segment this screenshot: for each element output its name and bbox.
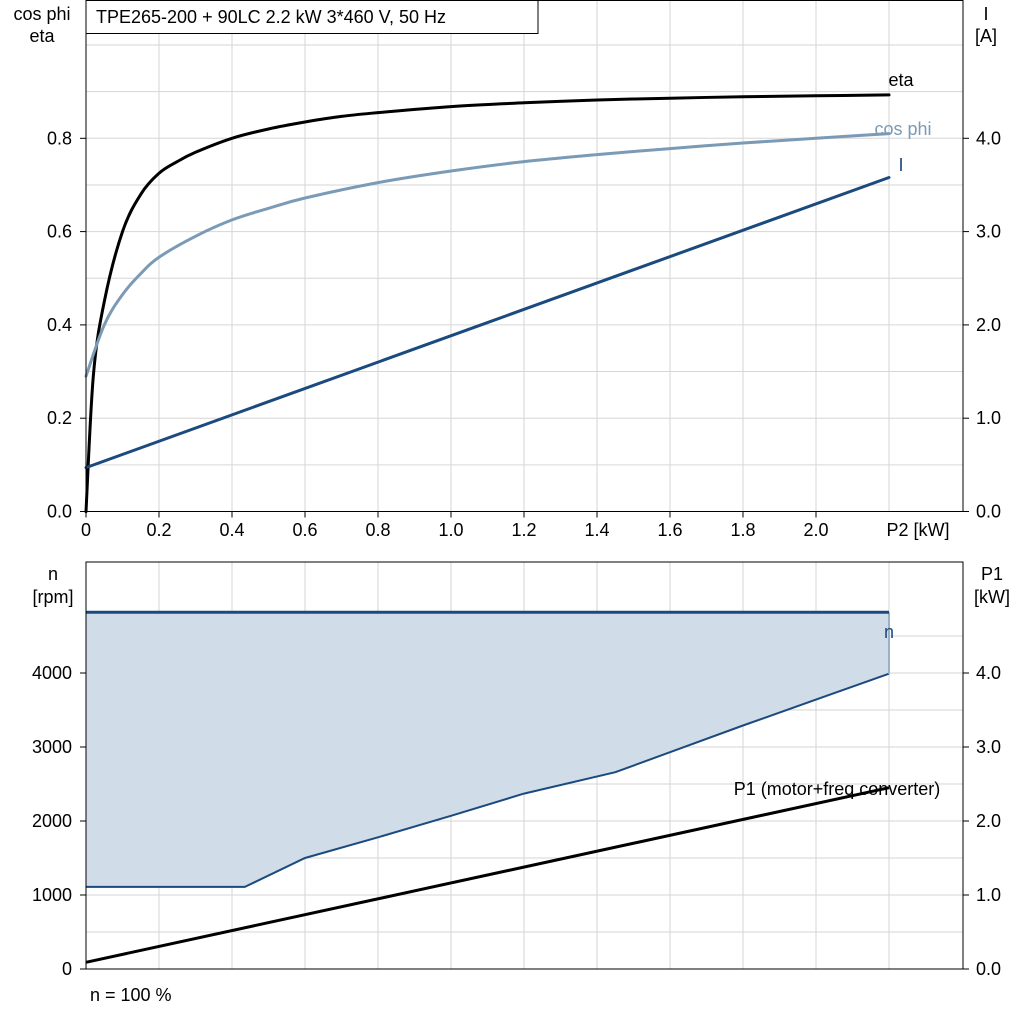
bottom-right-tick-label: 4.0 [976, 663, 1001, 683]
chart-title-box [85, 0, 539, 34]
bottom-left-tick-label: 2000 [32, 811, 72, 831]
top-left-axis-label-line1: cos phi [13, 4, 70, 24]
bottom-left-axis-label-line2: [rpm] [32, 587, 73, 607]
top-left-tick-label: 0.4 [47, 315, 72, 335]
x-tick-label: 2.0 [803, 520, 828, 540]
x-tick-label: 0.8 [365, 520, 390, 540]
series-label-cos-phi: cos phi [874, 119, 931, 139]
top-chart-series [84, 93, 891, 513]
speed-footnote: n = 100 % [90, 985, 172, 1005]
bottom-chart-series [85, 610, 890, 964]
top-right-axis-label-line1: I [983, 4, 988, 24]
bottom-chart-ticks: 0 1000 2000 3000 4000 0.0 1.0 2.0 3.0 4.0 [32, 663, 1001, 979]
series-label-eta: eta [888, 70, 914, 90]
x-tick-label: 0.6 [292, 520, 317, 540]
bottom-right-axis-label-line2: [kW] [974, 587, 1010, 607]
top-left-tick-label: 0.6 [47, 222, 72, 242]
bottom-left-axis-label-line1: n [48, 564, 58, 584]
bottom-right-tick-label: 0.0 [976, 959, 1001, 979]
series-line-i [84, 176, 891, 470]
x-tick-label: 1.6 [657, 520, 682, 540]
series-label-p1: P1 (motor+freq converter) [734, 779, 941, 799]
x-tick-label: 0.4 [219, 520, 244, 540]
speed-range-lower-edge [86, 672, 890, 888]
x-tick-label: 0 [81, 520, 91, 540]
series-label-current: I [898, 155, 903, 175]
x-tick-label: 0.2 [146, 520, 171, 540]
top-chart-ticks: 0.0 0.2 0.4 0.6 0.8 0.0 1.0 2.0 3.0 4.0 0 0.2 0.4 0.6… [47, 128, 1001, 540]
bottom-left-tick-label: 3000 [32, 737, 72, 757]
top-right-tick-label: 1.0 [976, 408, 1001, 428]
x-tick-label: 1.2 [511, 520, 536, 540]
bottom-left-tick-label: 1000 [32, 885, 72, 905]
x-tick-label: 1.0 [438, 520, 463, 540]
bottom-right-tick-label: 2.0 [976, 811, 1001, 831]
top-left-tick-label: 0.2 [47, 408, 72, 428]
x-axis-label: P2 [kW] [886, 520, 949, 540]
bottom-chart-frame [85, 561, 964, 970]
series-line-eta [84, 93, 891, 513]
speed-range-area [86, 612, 889, 887]
top-right-tick-label: 3.0 [976, 222, 1001, 242]
top-right-tick-label: 2.0 [976, 315, 1001, 335]
x-tick-label: 1.8 [730, 520, 755, 540]
bottom-left-tick-label: 4000 [32, 663, 72, 683]
series-line-cos-phi [84, 132, 891, 378]
top-right-tick-label: 4.0 [976, 128, 1001, 148]
chart-title: TPE265-200 + 90LC 2.2 kW 3*460 V, 50 Hz [96, 7, 446, 27]
series-label-speed: n [884, 622, 894, 642]
bottom-right-tick-label: 1.0 [976, 885, 1001, 905]
top-left-tick-label: 0.8 [47, 128, 72, 148]
bottom-right-axis-label-line1: P1 [981, 564, 1003, 584]
top-left-axis-label-line2: eta [29, 26, 55, 46]
bottom-right-tick-label: 3.0 [976, 737, 1001, 757]
bottom-left-tick-label: 0 [62, 959, 72, 979]
series-line-p1-motor-freq-converter [85, 786, 890, 964]
x-tick-label: 1.4 [584, 520, 609, 540]
top-left-tick-label: 0.0 [47, 502, 72, 522]
top-right-axis-label-line2: [A] [975, 26, 997, 46]
top-chart-grid [86, 0, 963, 512]
top-right-tick-label: 0.0 [976, 502, 1001, 522]
